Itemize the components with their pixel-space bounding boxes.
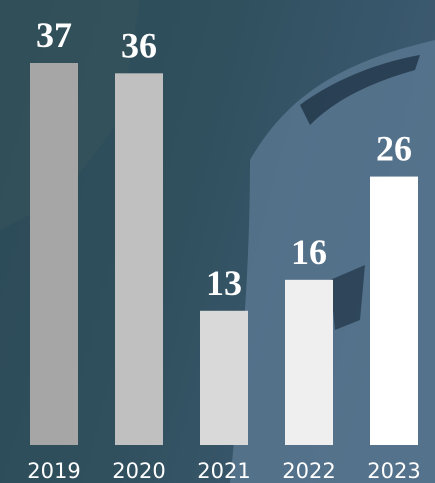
value-label: 16 [291, 232, 327, 272]
x-tick-label: 2023 [367, 459, 420, 483]
bar [370, 176, 418, 445]
bar [30, 63, 78, 445]
background-wall [300, 55, 420, 125]
value-label: 36 [121, 25, 157, 65]
x-tick-label: 2021 [197, 459, 250, 483]
background-shadow [330, 265, 365, 330]
value-label: 13 [206, 263, 242, 303]
bar [115, 73, 163, 445]
bar [285, 279, 333, 445]
x-tick-label: 2022 [282, 459, 335, 483]
x-tick-label: 2020 [112, 459, 165, 483]
value-label: 37 [36, 15, 72, 55]
bar [200, 310, 248, 445]
x-tick-label: 2019 [27, 459, 80, 483]
value-label: 26 [376, 129, 412, 169]
